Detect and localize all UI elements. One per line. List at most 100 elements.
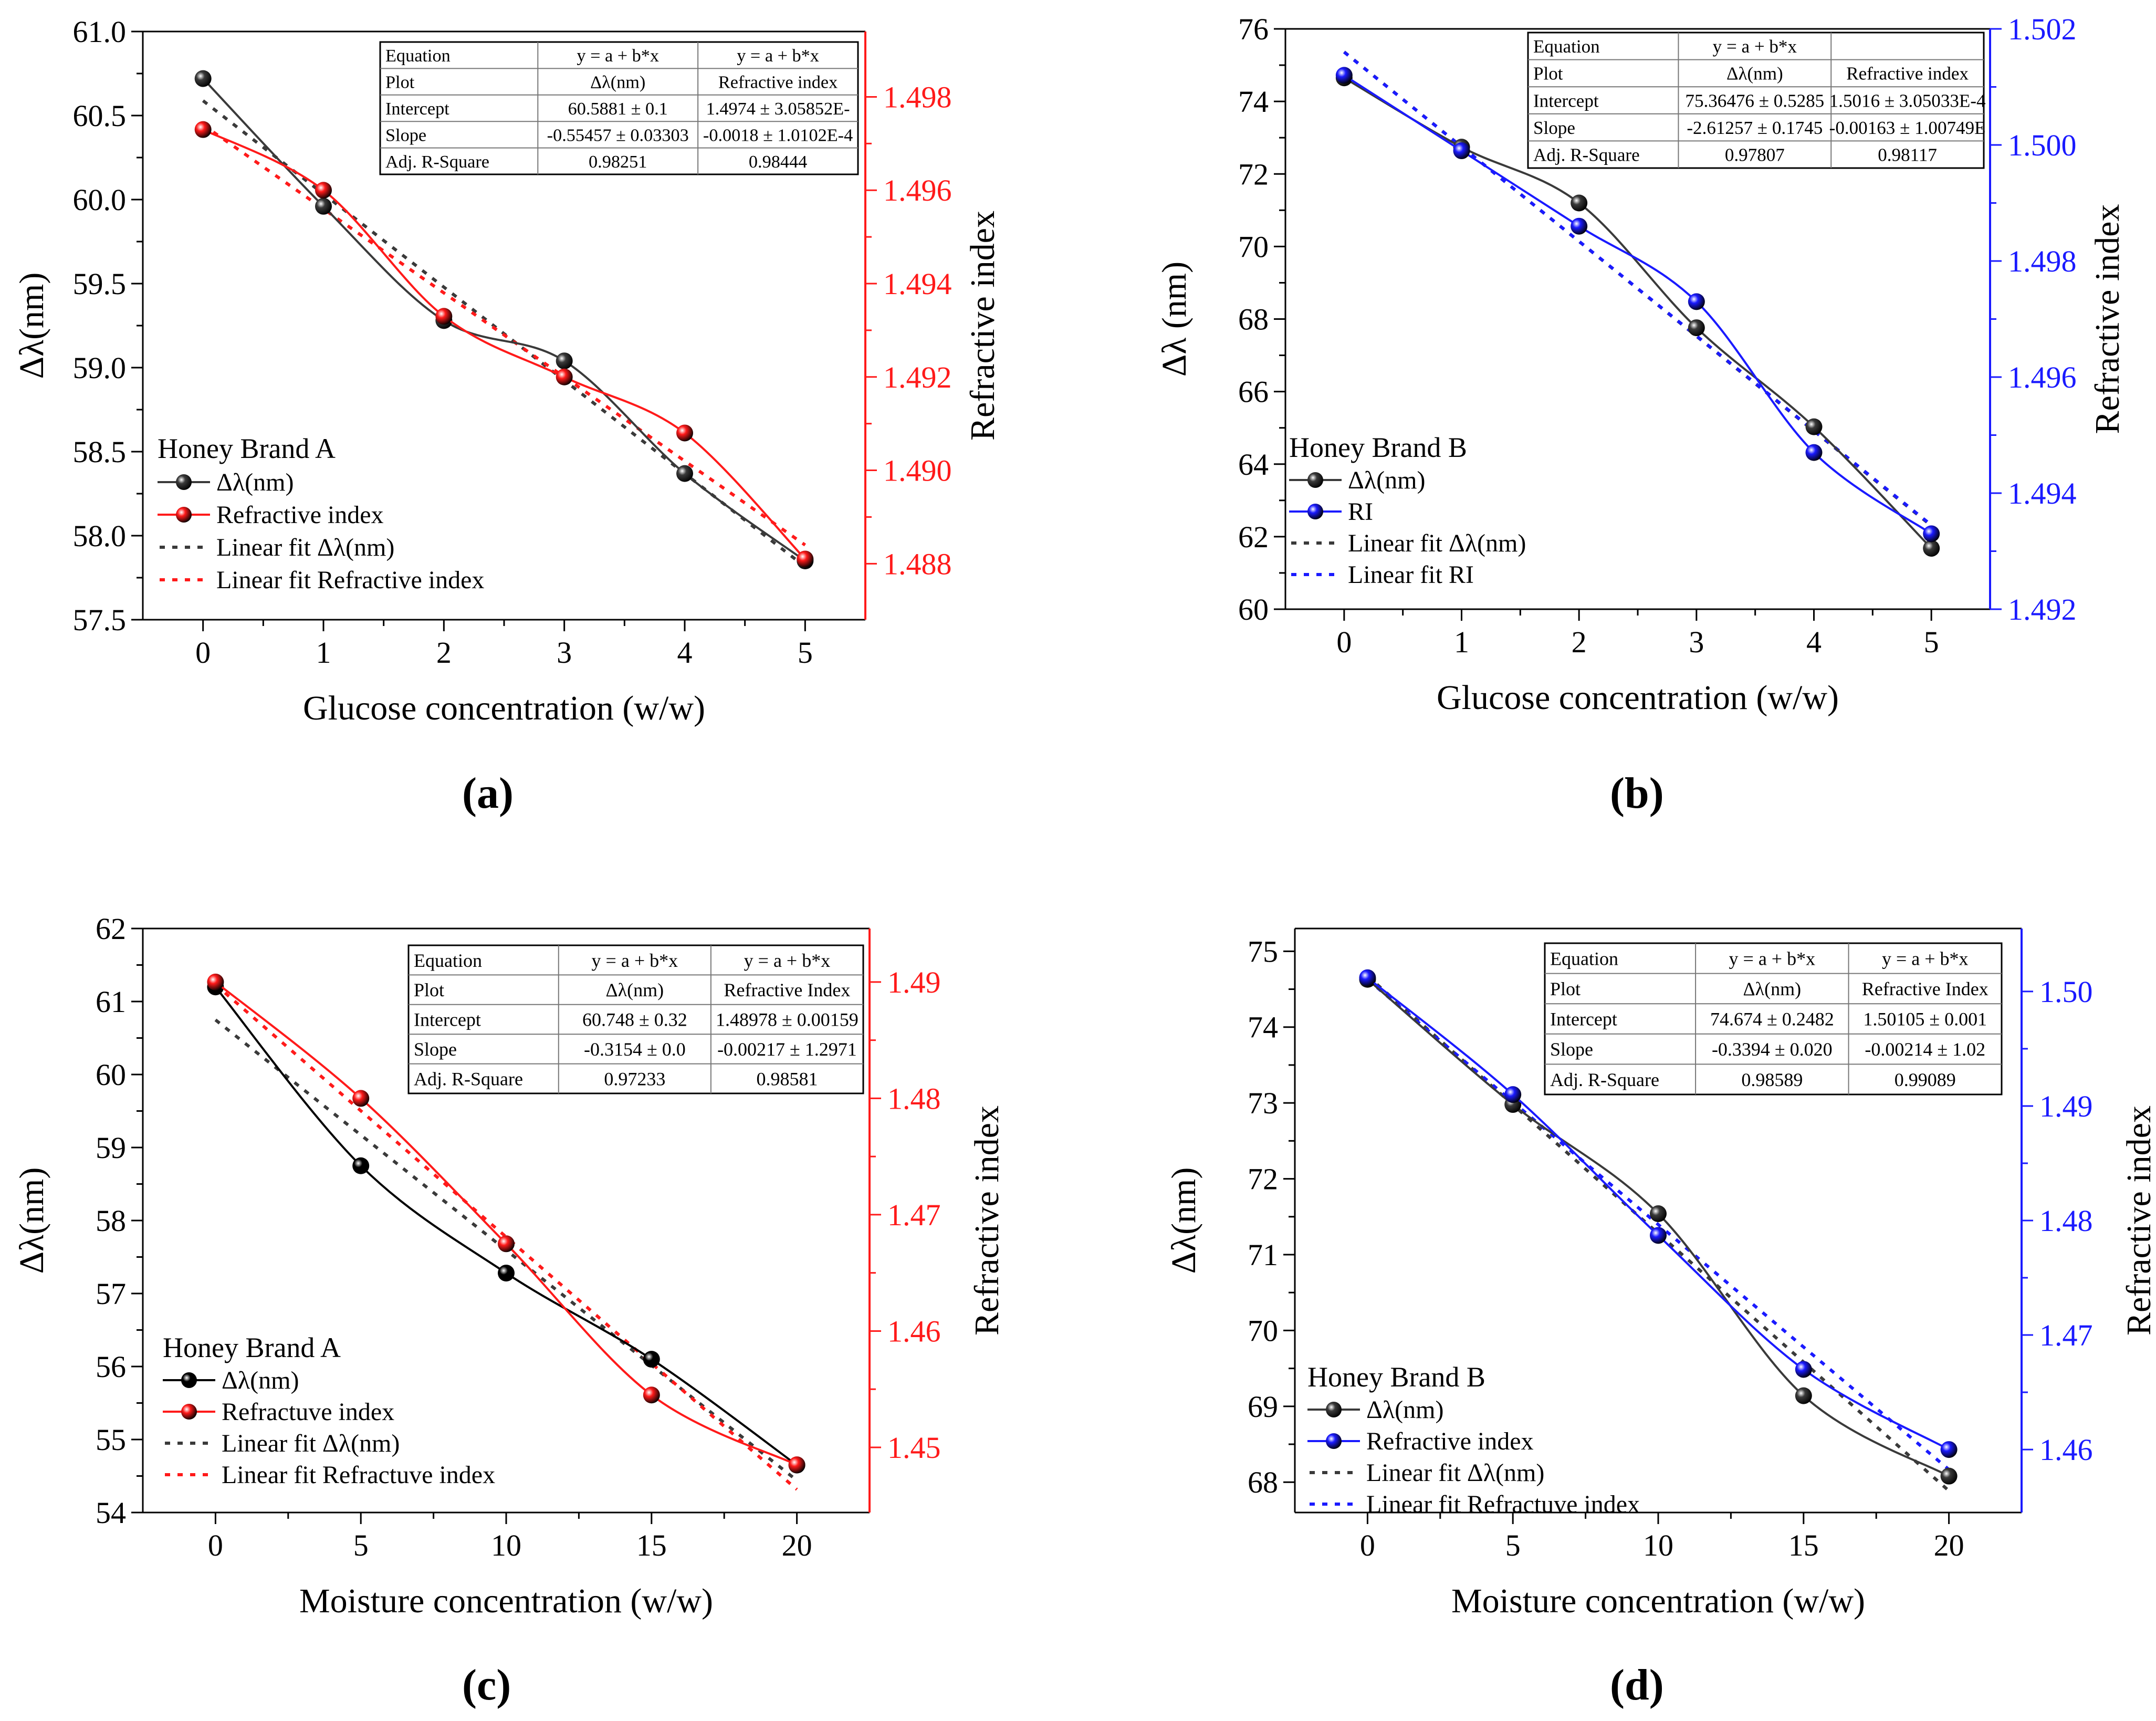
legend-entry: Linear fit Refractuve index (222, 1461, 495, 1489)
data-point (207, 973, 224, 990)
data-point (1335, 67, 1353, 84)
panel-label-b: (b) (1610, 769, 1664, 818)
data-point (194, 70, 212, 87)
y-tick-label: 61.0 (73, 15, 127, 49)
chart-d: 0 5 10 15 20 68 69 70 71 72 73 74 75 1.46 1.47 1.48 1.49… (1165, 927, 2156, 1620)
table-cell: -0.55457 ± 0.03303 (547, 125, 689, 145)
data-point (1923, 539, 1940, 557)
y-tick-label: 73 (1248, 1086, 1278, 1120)
table-cell: Intercept (385, 99, 449, 119)
y2-tick-label: 1.492 (883, 360, 952, 394)
y-tick-label: 70 (1238, 230, 1269, 264)
data-point (1571, 217, 1588, 235)
y2-tick-label: 1.494 (2008, 476, 2077, 510)
table-cell: 0.97233 (604, 1068, 665, 1089)
data-point (1571, 194, 1588, 212)
y2-tick-label: 1.49 (2039, 1089, 2093, 1123)
y2-tick-label: 1.46 (887, 1314, 941, 1348)
legend-entry: RI (1348, 498, 1373, 526)
table-cell: y = a + b*x (1713, 36, 1797, 57)
y2-tick-label: 1.47 (2039, 1318, 2093, 1352)
table-cell: Adj. R-Square (1550, 1069, 1659, 1090)
data-point (643, 1386, 660, 1404)
legend-entry: Linear fit Δλ(nm) (1348, 529, 1526, 557)
y2-tick-label: 1.494 (883, 267, 952, 301)
y2-axis-title: Refractive index (964, 211, 1002, 441)
data-point (788, 1456, 805, 1474)
legend-entry: Linear fit Δλ(nm) (222, 1430, 400, 1457)
x-axis-title: Moisture concentration (w/w) (1451, 1582, 1865, 1620)
legend-entry: Δλ(nm) (1366, 1396, 1443, 1424)
legend-entry: Refractuve index (222, 1398, 394, 1426)
y-tick-label: 72 (1238, 157, 1269, 191)
y-tick-label: 60 (96, 1058, 126, 1092)
table-cell: Adj. R-Square (1533, 144, 1640, 165)
y2-tick-label: 1.47 (887, 1198, 941, 1232)
x-tick-label: 0 (208, 1528, 223, 1562)
x-tick-label: 3 (1689, 625, 1704, 659)
data-point (315, 197, 332, 215)
y-tick-label: 62 (1238, 520, 1269, 554)
legend-title: Honey Brand A (158, 433, 336, 464)
y-tick-label: 54 (96, 1496, 126, 1530)
data-point (556, 368, 573, 385)
legend-entry: Linear fit Refractive index (216, 566, 484, 594)
table-cell: Δλ(nm) (590, 72, 645, 92)
y2-tick-label: 1.488 (883, 547, 952, 581)
table-cell: Slope (414, 1039, 457, 1060)
legend-swatch-marker (1307, 472, 1323, 488)
x-tick-label: 5 (1505, 1528, 1521, 1562)
stats-table (1527, 32, 1985, 169)
table-cell: Slope (1533, 118, 1575, 138)
y-tick-label: 66 (1238, 375, 1269, 409)
y-axis-title: Δλ(nm) (13, 273, 51, 379)
table-cell: Δλ(nm) (1726, 64, 1783, 84)
data-point (1795, 1387, 1812, 1404)
data-point (435, 308, 453, 325)
x-tick-label: 10 (1643, 1528, 1673, 1562)
y2-tick-label: 1.500 (2008, 128, 2077, 162)
data-point (1453, 142, 1470, 160)
stats-table (379, 41, 859, 175)
table-cell: 60.5881 ± 0.1 (568, 99, 668, 119)
table-cell: Plot (1550, 978, 1581, 999)
series-line-1 (202, 128, 806, 560)
data-point (1940, 1441, 1958, 1458)
fit-line-1 (1366, 978, 1950, 1471)
legend-entry: Linear fit Δλ(nm) (216, 534, 394, 561)
y-tick-label: 57 (96, 1277, 126, 1311)
x-axis-title: Moisture concentration (w/w) (299, 1582, 713, 1620)
table-cell: Intercept (1533, 90, 1599, 111)
x-tick-label: 4 (1806, 625, 1822, 659)
stats-table (1544, 942, 2003, 1096)
y2-axis-title: Refractive index (2120, 1105, 2156, 1336)
data-point (1795, 1361, 1812, 1378)
table-cell: Slope (385, 125, 426, 145)
x-tick-label: 0 (1360, 1528, 1375, 1562)
table-cell: y = a + b*x (737, 46, 819, 66)
legend-title: Honey Brand B (1289, 432, 1467, 463)
y2-tick-label: 1.492 (2008, 592, 2077, 627)
legend-entry: Refractive index (1366, 1427, 1534, 1455)
table-cell: Refractive Index (724, 979, 851, 1000)
panel-label-a: (a) (462, 769, 514, 818)
x-tick-label: 2 (1572, 625, 1587, 659)
y2-tick-label: 1.498 (2008, 244, 2077, 278)
fit-line-1 (202, 123, 807, 547)
y2-axis-title: Refractive index (2088, 204, 2127, 434)
legend-swatch-marker (181, 1372, 197, 1388)
y-tick-label: 68 (1248, 1465, 1278, 1499)
x-tick-label: 5 (798, 635, 813, 670)
data-point (676, 465, 693, 482)
data-point (1805, 418, 1823, 435)
data-point (1504, 1086, 1522, 1103)
legend-entry: Δλ(nm) (222, 1367, 299, 1394)
data-point (1359, 969, 1376, 986)
y-tick-label: 58 (96, 1204, 126, 1238)
table-cell: 0.99089 (1895, 1069, 1956, 1090)
y-tick-label: 60.0 (73, 183, 127, 217)
data-point (498, 1265, 515, 1282)
y-tick-label: 57.5 (73, 603, 127, 637)
table-cell: y = a + b*x (1882, 948, 1969, 969)
legend-entry: Linear fit RI (1348, 561, 1474, 589)
